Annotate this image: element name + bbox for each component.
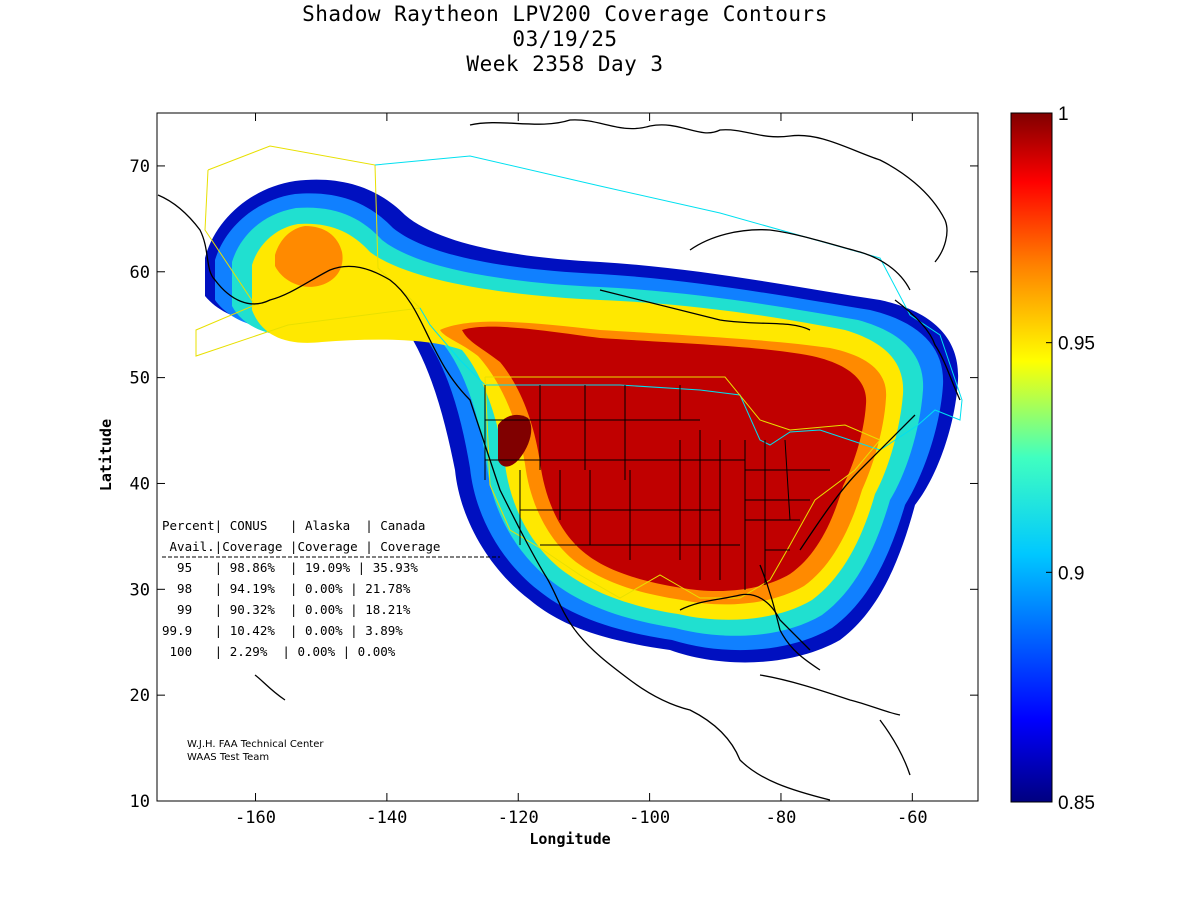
colorbar-tick-label: 0.85 (1058, 793, 1095, 814)
y-tick-label: 10 (130, 792, 150, 812)
colorbar-tick-label: 1 (1058, 104, 1069, 125)
alaska-boundary (195, 145, 422, 357)
table-header-row-1: Percent| CONUS | Alaska | Canada (162, 518, 425, 533)
y-tick-label: 30 (130, 580, 150, 600)
colorbar-axis: 0.85 0.9 0.95 1 (1046, 104, 1095, 814)
coverage-band-1-00 (498, 414, 532, 467)
x-tick-label: -160 (235, 808, 276, 828)
y-tick-label: 20 (130, 686, 150, 706)
x-tick-label: -120 (498, 808, 539, 828)
map-date: 03/19/25 (512, 27, 618, 51)
table-row: 99.9 | 10.42% | 0.00% | 3.89% (162, 623, 403, 638)
x-tick-label: -60 (897, 808, 928, 828)
coverage-contours (205, 179, 959, 663)
map-plot-area (157, 113, 978, 801)
y-tick-label: 60 (130, 263, 150, 283)
credit-line-2: WAAS Test Team (187, 752, 269, 763)
y-tick-label: 70 (130, 157, 150, 177)
x-tick-label: -100 (629, 808, 670, 828)
y-tick-label: 50 (130, 369, 150, 389)
x-tick-label: -140 (366, 808, 407, 828)
coastlines (157, 119, 961, 801)
conus-boundary (484, 376, 881, 599)
state-borders (484, 385, 830, 590)
x-axis-title: Longitude (529, 830, 610, 848)
x-axis: -160 -140 -120 -100 -80 -60 (235, 113, 928, 828)
table-row: 95 | 98.86% | 19.09% | 35.93% (162, 560, 418, 575)
credit-line-1: W.J.H. FAA Technical Center (187, 739, 324, 750)
colorbar-frame (1010, 112, 1053, 803)
table-row: 99 | 90.32% | 0.00% | 18.21% (162, 602, 411, 617)
table-row: 98 | 94.19% | 0.00% | 21.78% (162, 581, 411, 596)
availability-table: Percent| CONUS | Alaska | Canada Avail.|… (162, 518, 500, 659)
table-header-row-2: Avail.|Coverage |Coverage | Coverage (162, 539, 440, 554)
map-title: Shadow Raytheon LPV200 Coverage Contours (302, 2, 828, 26)
x-tick-label: -80 (766, 808, 797, 828)
colorbar-tick-label: 0.95 (1058, 334, 1095, 355)
map-week-day: Week 2358 Day 3 (466, 52, 664, 76)
y-axis: 10 20 30 40 50 60 70 (130, 157, 978, 812)
y-axis-title: Latitude (97, 419, 115, 491)
plot-frame (156, 112, 979, 802)
colorbar (1011, 113, 1052, 802)
colorbar-tick-label: 0.9 (1058, 563, 1084, 584)
table-row: 100 | 2.29% | 0.00% | 0.00% (162, 644, 396, 659)
y-tick-label: 40 (130, 474, 150, 494)
